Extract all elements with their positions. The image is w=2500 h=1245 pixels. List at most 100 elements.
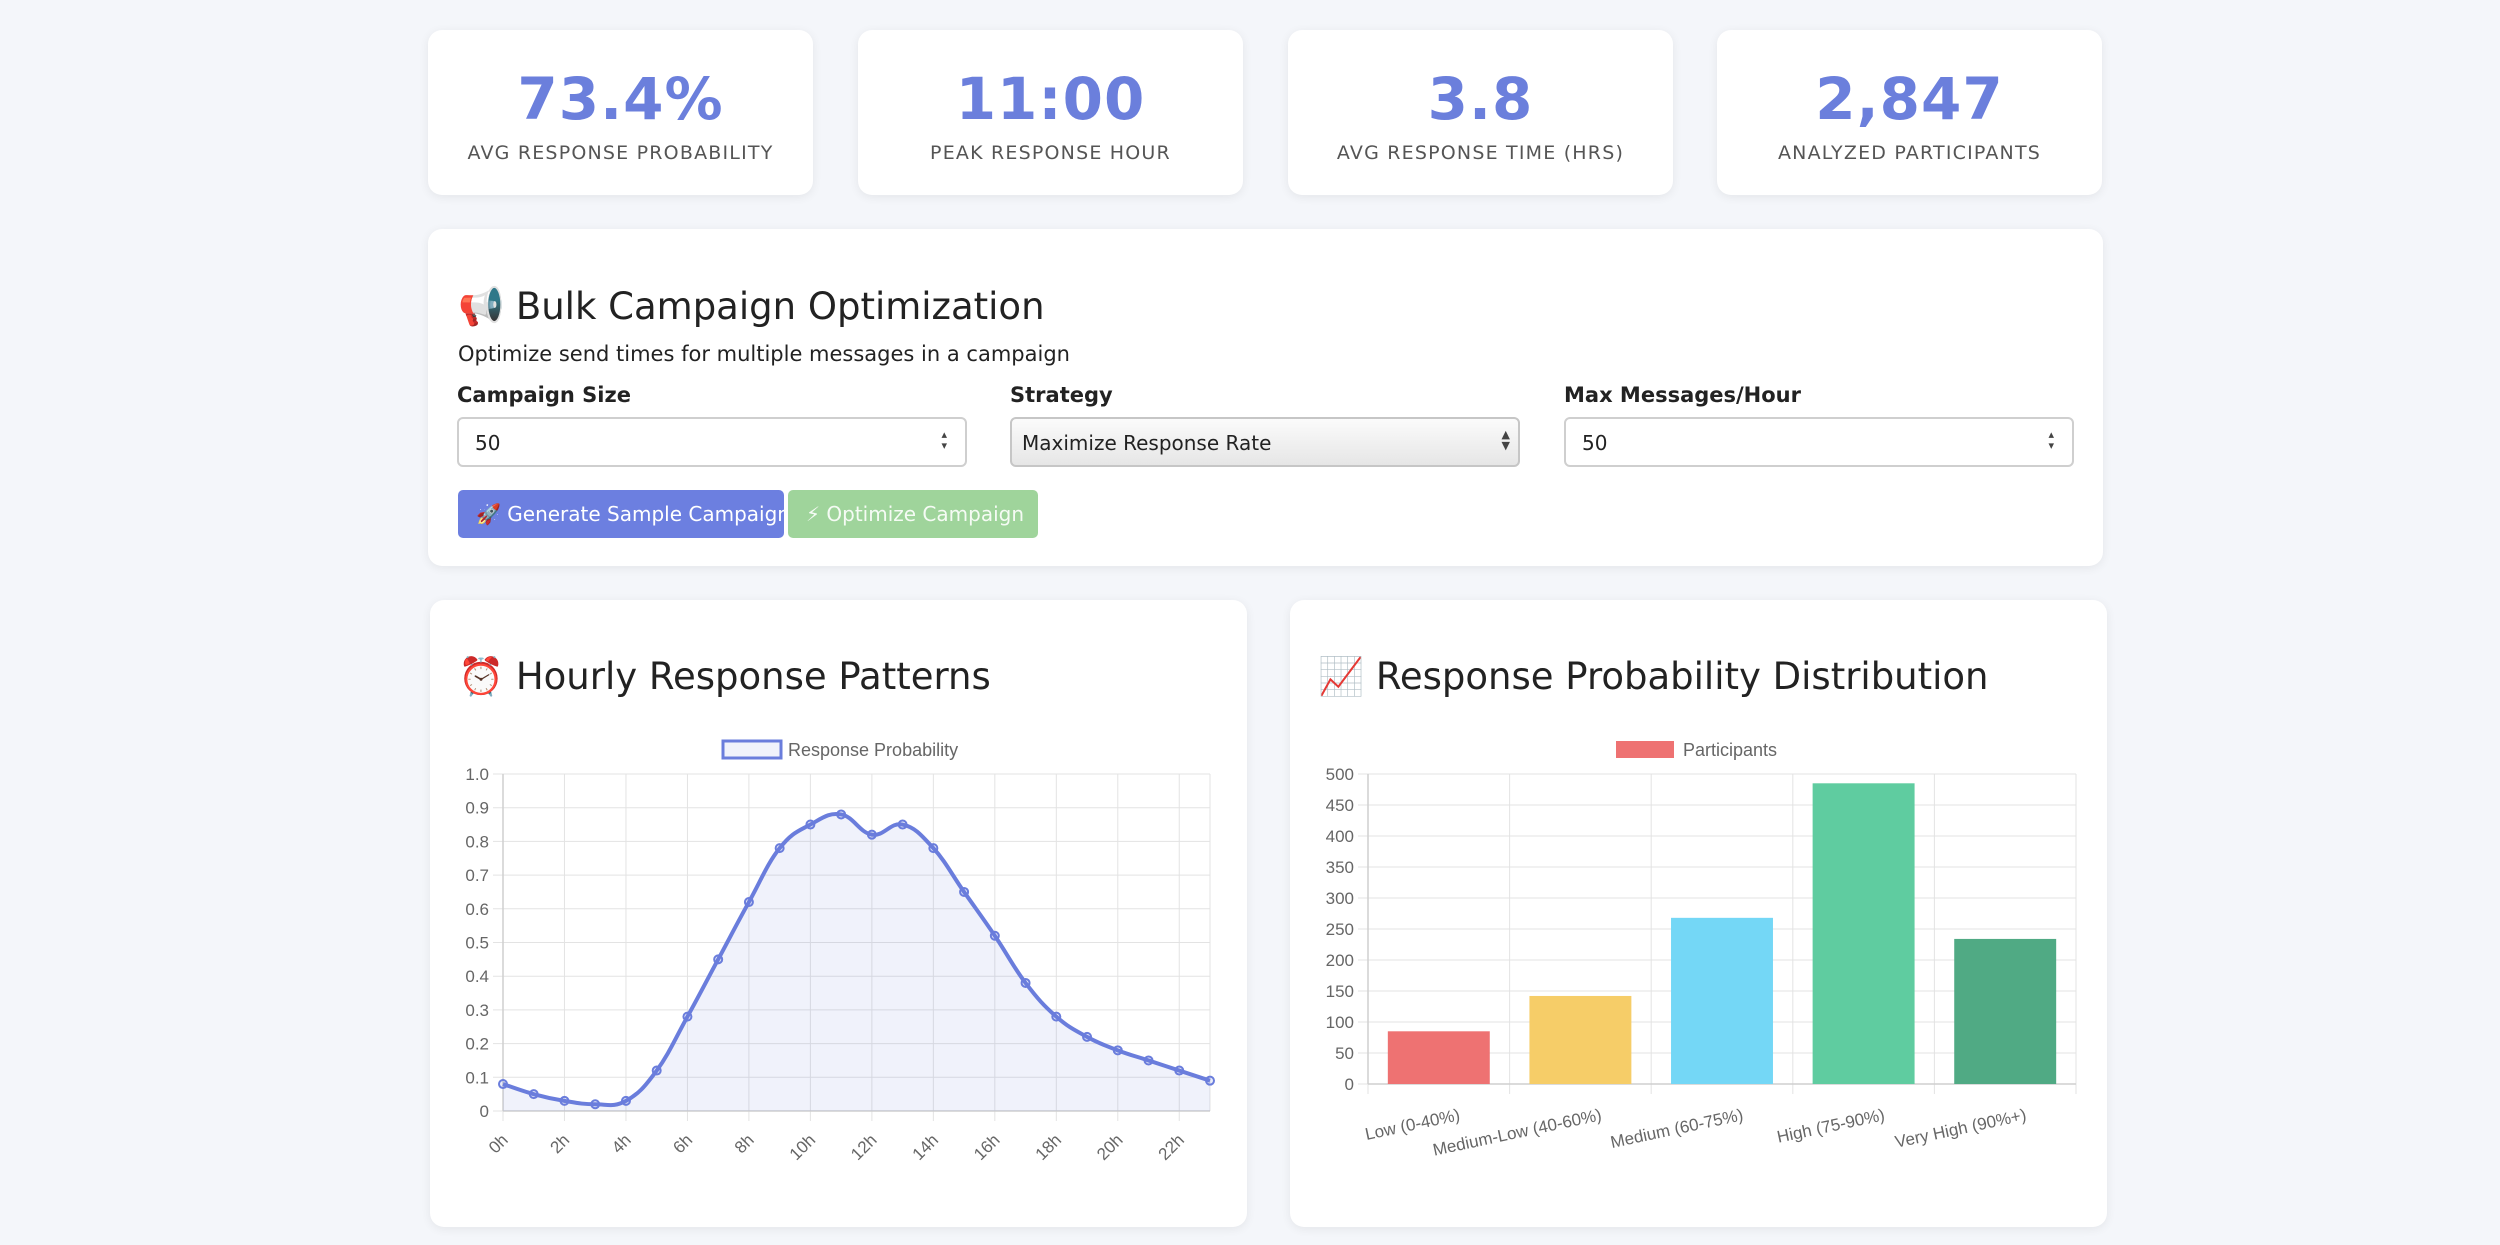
stat-value: 3.8 (1427, 65, 1534, 133)
data-point (528, 1089, 539, 1100)
y-tick-label: 350 (1326, 858, 1354, 877)
data-point (1082, 1031, 1093, 1042)
hourly-response-panel: Response Probability 0 0.1 0.2 0.3 0.4 0.5 0.6 0… (430, 600, 1247, 1227)
strategy-field: Strategy Maximize Response Rate ▲ ▼ (1010, 383, 1520, 467)
data-point (1020, 977, 1031, 988)
stat-value: 2,847 (1815, 65, 2004, 133)
bar (1954, 938, 2057, 1084)
data-point (1112, 1045, 1123, 1056)
x-tick-label: 22h (1155, 1130, 1188, 1163)
stat-label: AVG RESPONSE TIME (HRS) (1336, 142, 1625, 164)
x-tick-label: 16h (970, 1130, 1003, 1163)
bar (1529, 995, 1632, 1084)
data-point (866, 829, 877, 840)
data-point (590, 1099, 601, 1110)
hourly-chart-title-text: Hourly Response Patterns (515, 655, 991, 698)
campaign-size-value: 50 (475, 431, 501, 455)
data-point (620, 1095, 631, 1106)
y-tick-label: 0.7 (465, 866, 489, 885)
data-point (1174, 1065, 1185, 1076)
data-point (805, 819, 816, 830)
x-tick-label: 2h (546, 1130, 573, 1157)
data-point (713, 954, 724, 965)
y-tick-label: 250 (1326, 920, 1354, 939)
megaphone-icon: 📢 (458, 285, 505, 328)
generate-sample-campaign-button[interactable]: 🚀 Generate Sample Campaign (458, 490, 790, 538)
strategy-selected-value: Maximize Response Rate (1022, 431, 1272, 455)
optimize-campaign-button[interactable]: ⚡ Optimize Campaign (788, 490, 1038, 538)
x-tick-label: 8h (731, 1130, 758, 1157)
data-point (1143, 1055, 1154, 1066)
max-messages-input[interactable]: 50 ▴ ▾ (1564, 417, 2074, 467)
legend-swatch (721, 739, 783, 760)
bulk-campaign-title: 📢 Bulk Campaign Optimization (458, 285, 1045, 329)
y-tick-label: 150 (1326, 982, 1354, 1001)
distribution-chart: Participants 0 50 100 150 200 250 300 350 400 450 5… (1326, 740, 2077, 1160)
data-point (682, 1011, 693, 1022)
y-tick-label: 100 (1326, 1013, 1354, 1032)
strategy-label: Strategy (1010, 383, 1113, 407)
campaign-size-input[interactable]: 50 ▴ ▾ (457, 417, 967, 467)
stat-card-avg-response-probability: 73.4% AVG RESPONSE PROBABILITY (428, 30, 813, 195)
y-tick-label: 1.0 (465, 765, 489, 784)
y-tick-label: 0.5 (465, 934, 489, 953)
stat-card-analyzed-participants: 2,847 ANALYZED PARTICIPANTS (1717, 30, 2102, 195)
bar (1671, 917, 1773, 1084)
bulk-campaign-title-text: Bulk Campaign Optimization (515, 285, 1045, 328)
max-messages-value: 50 (1582, 431, 1608, 455)
y-tick-label: 50 (1335, 1044, 1354, 1063)
campaign-size-field: Campaign Size 50 ▴ ▾ (457, 383, 967, 467)
data-point (559, 1095, 570, 1106)
data-point (897, 819, 908, 830)
x-tick-label: High (75-90%) (1775, 1105, 1886, 1146)
chart-increasing-icon: 📈 (1318, 655, 1365, 698)
campaign-size-label: Campaign Size (457, 383, 631, 407)
number-stepper-icon[interactable]: ▴ ▾ (941, 428, 947, 452)
y-tick-label: 0.9 (465, 799, 489, 818)
data-point (498, 1079, 508, 1090)
x-tick-label: 0h (485, 1130, 512, 1157)
bar (1812, 783, 1915, 1084)
stat-label: PEAK RESPONSE HOUR (930, 142, 1171, 164)
data-point (959, 886, 970, 897)
data-point (1205, 1075, 1215, 1086)
bulk-campaign-panel: 📢 Bulk Campaign Optimization Optimize se… (428, 229, 2103, 566)
legend-label: Response Probability (788, 740, 958, 760)
y-tick-label: 0.1 (465, 1068, 489, 1087)
y-tick-label: 0 (1345, 1075, 1354, 1094)
data-point (1051, 1011, 1062, 1022)
legend-label: Participants (1683, 740, 1777, 760)
max-messages-label: Max Messages/Hour (1564, 383, 1801, 407)
y-tick-label: 0.6 (465, 900, 489, 919)
stat-value: 73.4% (517, 65, 724, 133)
y-tick-label: 450 (1326, 796, 1354, 815)
data-point (743, 897, 754, 908)
number-stepper-icon[interactable]: ▴ ▾ (2048, 428, 2054, 452)
stat-label: AVG RESPONSE PROBABILITY (467, 142, 774, 164)
alarm-clock-icon: ⏰ (458, 655, 505, 698)
data-point (928, 843, 939, 854)
x-tick-label: 4h (608, 1130, 635, 1157)
hourly-response-chart: Response Probability 0 0.1 0.2 0.3 0.4 0.5 0.6 0… (465, 739, 1215, 1164)
series-area (503, 814, 1210, 1111)
x-tick-label: 6h (669, 1130, 696, 1157)
x-tick-label: 12h (847, 1130, 880, 1163)
x-tick-label: 18h (1032, 1130, 1065, 1163)
y-tick-label: 200 (1326, 951, 1354, 970)
y-tick-label: 0.4 (465, 967, 489, 986)
x-tick-label: Very High (90%+) (1893, 1105, 2028, 1151)
y-tick-label: 0.3 (465, 1001, 489, 1020)
max-messages-field: Max Messages/Hour 50 ▴ ▾ (1564, 383, 2074, 467)
y-tick-label: 500 (1326, 765, 1354, 784)
stat-label: ANALYZED PARTICIPANTS (1777, 142, 2042, 164)
series-line (502, 812, 1211, 1108)
strategy-select[interactable]: Maximize Response Rate ▲ ▼ (1010, 417, 1520, 467)
data-point (651, 1065, 662, 1076)
stat-card-peak-response-hour: 11:00 PEAK RESPONSE HOUR (858, 30, 1243, 195)
select-arrows-icon: ▲ ▼ (1501, 428, 1510, 452)
distribution-chart-title-text: Response Probability Distribution (1375, 655, 1989, 698)
stat-value: 11:00 (955, 65, 1146, 133)
data-point (836, 809, 847, 820)
y-tick-label: 0.8 (465, 832, 489, 851)
y-tick-label: 300 (1326, 889, 1354, 908)
